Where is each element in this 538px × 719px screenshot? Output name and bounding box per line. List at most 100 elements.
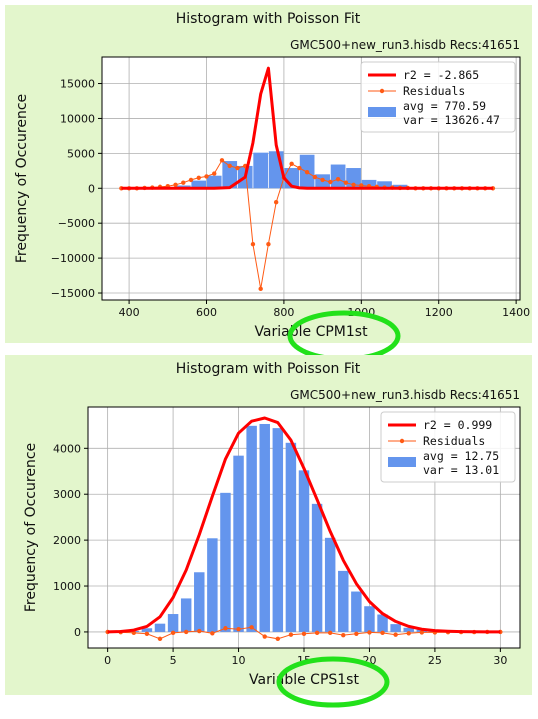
y-tick-label: 0 <box>88 182 95 195</box>
residual-point <box>227 163 232 169</box>
residual-point <box>343 180 349 185</box>
histogram-bar <box>298 470 310 632</box>
residual-point <box>212 171 217 176</box>
histogram-bar <box>222 161 238 189</box>
chart-subtitle: GMC500+new_run3.hisdb Recs:41651 <box>290 38 520 52</box>
histogram-bar <box>141 628 153 632</box>
residual-point <box>249 625 254 630</box>
residual-point <box>351 182 356 187</box>
residual-point <box>288 632 294 637</box>
y-axis-label: Frequency of Occurence <box>23 443 39 612</box>
histogram-bar <box>191 180 207 189</box>
residual-point <box>204 174 209 179</box>
x-tick-label: 10 <box>232 654 246 667</box>
residual-point <box>236 626 241 632</box>
legend-fit-label: r2 = 0.999 <box>423 418 492 432</box>
residual-point <box>327 630 333 636</box>
residual-point <box>314 630 320 636</box>
histogram-bar <box>246 425 257 632</box>
residual-point <box>341 632 346 638</box>
legend-bars-label-var: var = 13626.47 <box>403 113 500 127</box>
poisson-fit-line <box>107 416 501 634</box>
y-tick-label: 0 <box>74 626 81 639</box>
plot-frame <box>101 56 521 301</box>
histogram-bar <box>403 627 414 632</box>
histogram-bar <box>272 428 284 632</box>
legend-bars-label-avg: avg = 770.59 <box>403 99 486 113</box>
histogram-bar <box>259 423 270 632</box>
histogram-bar <box>377 181 392 189</box>
y-tick-label: 5000 <box>67 147 95 160</box>
residual-point <box>183 629 189 635</box>
residual-point <box>196 175 201 181</box>
poisson-fit-line <box>121 66 493 190</box>
residual-point <box>170 630 176 636</box>
legend-bars-swatch <box>368 107 396 117</box>
residual-point <box>335 176 341 182</box>
residual-point <box>157 636 163 642</box>
chart-cpm: Histogram with Poisson Fit GMC500+new_run… <box>14 11 530 362</box>
residual-point <box>131 630 137 636</box>
residual-point <box>173 182 178 187</box>
chart-panel-cpm: Histogram with Poisson Fit GMC500+new_run… <box>5 5 532 362</box>
residual-point <box>235 165 240 171</box>
histogram-bar <box>324 537 336 632</box>
residual-point <box>223 626 228 631</box>
residual-point <box>301 631 307 636</box>
legend-residuals-label: Residuals <box>403 84 465 98</box>
residual-point <box>354 631 359 636</box>
residual-point <box>219 158 225 163</box>
histogram-bar <box>338 570 349 632</box>
residual-point <box>210 631 215 636</box>
residual-point <box>181 180 186 185</box>
legend-residuals-marker <box>399 438 405 444</box>
chart-subtitle: GMC500+new_run3.hisdb Recs:41651 <box>290 388 520 402</box>
residual-point <box>380 630 385 636</box>
legend-residuals-label: Residuals <box>423 434 485 448</box>
x-tick-label: 0 <box>104 654 111 667</box>
residual-point <box>367 630 372 635</box>
y-tick-label: 4000 <box>53 442 81 455</box>
y-tick-label: 10000 <box>60 112 95 125</box>
chart-cps: Histogram with Poisson Fit GMC500+new_run… <box>23 361 521 708</box>
legend-bars-swatch <box>388 457 416 467</box>
residual-point <box>289 161 294 167</box>
histogram-bar <box>285 442 297 632</box>
x-tick-label: 1200 <box>425 306 453 319</box>
histogram-bar <box>253 152 269 189</box>
x-tick-label: 1400 <box>502 306 530 319</box>
residual-point <box>262 634 267 639</box>
histogram-bar <box>330 164 346 189</box>
x-tick-label: 30 <box>493 654 507 667</box>
chart-title: Histogram with Poisson Fit <box>176 11 361 27</box>
histogram-bar <box>220 492 231 632</box>
chart-title: Histogram with Poisson Fit <box>176 361 361 377</box>
chart-panel-cps: Histogram with Poisson Fit GMC500+new_run… <box>5 355 532 708</box>
x-tick-label: 25 <box>428 654 442 667</box>
histogram-bar <box>206 175 222 189</box>
y-tick-label: 1000 <box>53 580 81 593</box>
y-tick-label: −5000 <box>58 217 95 230</box>
legend-bars-label-var: var = 13.01 <box>423 463 499 477</box>
histogram-bar <box>233 455 244 632</box>
legend-box <box>360 61 516 133</box>
residual-point <box>419 630 425 635</box>
residual-point <box>188 177 194 183</box>
highlight-ellipse <box>276 656 390 708</box>
histogram-bar <box>377 614 388 632</box>
residual-point <box>312 174 318 180</box>
x-tick-label: 800 <box>273 306 294 319</box>
residual-point <box>320 177 325 183</box>
y-tick-label: −10000 <box>51 252 95 265</box>
histogram-bar <box>154 623 166 632</box>
residual-point <box>266 241 271 247</box>
residual-point <box>250 241 256 247</box>
residual-point <box>406 631 411 636</box>
residual-point <box>328 179 333 185</box>
residual-point <box>273 200 279 205</box>
residual-point <box>275 636 281 642</box>
y-tick-label: 3000 <box>53 488 81 501</box>
legend-residuals-marker <box>379 88 385 94</box>
histogram-bar <box>311 503 323 632</box>
y-tick-label: 2000 <box>53 534 81 547</box>
